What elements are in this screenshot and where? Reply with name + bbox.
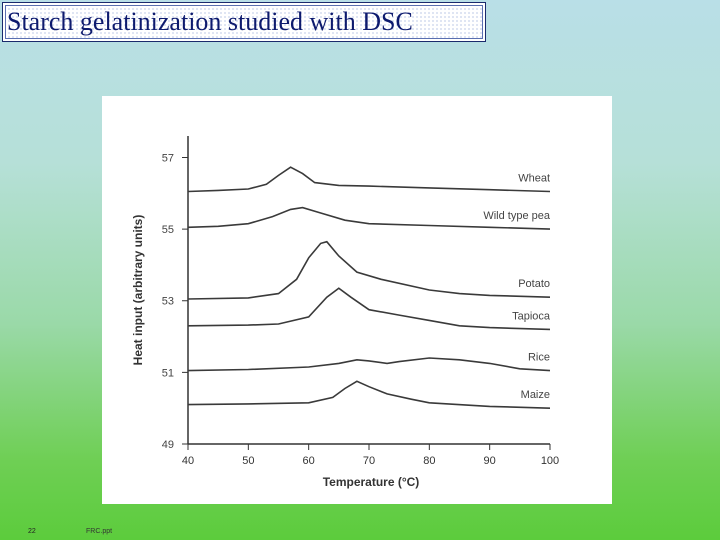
x-tick-label: 60 xyxy=(303,455,315,467)
x-axis-label: Temperature (°C) xyxy=(323,475,420,489)
page-number: 22 xyxy=(28,528,36,535)
slide-title: Starch gelatinization studied with DSC xyxy=(7,7,413,36)
y-tick-label: 53 xyxy=(162,296,174,308)
y-tick-label: 49 xyxy=(162,439,174,451)
y-tick-label: 57 xyxy=(162,152,174,164)
series-line-potato xyxy=(187,240,551,300)
series-label: Wild type pea xyxy=(483,210,551,222)
y-tick-label: 51 xyxy=(162,367,174,379)
series-line-tapioca xyxy=(187,287,551,331)
y-axis-label: Heat input (arbitrary units) xyxy=(131,215,145,366)
series-label: Tapioca xyxy=(512,310,551,322)
chart-axes: 40 50 60 70 80 90 100 49 51 53 55 57 xyxy=(162,136,559,467)
chart-panel: 40 50 60 70 80 90 100 49 51 53 55 57 Temperature (°… xyxy=(102,96,612,504)
series-line-wheat xyxy=(187,166,551,193)
series-label: Wheat xyxy=(518,173,550,185)
series-line-rice xyxy=(187,357,551,372)
series-label: Maize xyxy=(521,389,550,401)
chart-labels: Temperature (°C) Heat input (arbitrary un… xyxy=(131,173,551,489)
x-tick-label: 40 xyxy=(182,455,194,467)
x-tick-label: 50 xyxy=(242,455,254,467)
x-tick-label: 90 xyxy=(484,455,496,467)
x-tick-label: 100 xyxy=(541,455,559,467)
chart-series xyxy=(187,166,551,409)
y-tick-label: 55 xyxy=(162,224,174,236)
x-tick-label: 70 xyxy=(363,455,375,467)
series-line-maize xyxy=(187,380,551,409)
dsc-chart: 40 50 60 70 80 90 100 49 51 53 55 57 Temperature (°… xyxy=(131,136,559,489)
series-line-wild-type-pea xyxy=(187,206,551,230)
series-label: Potato xyxy=(518,278,550,290)
series-label: Rice xyxy=(528,352,550,364)
file-name: FRC.ppt xyxy=(86,528,113,535)
x-tick-label: 80 xyxy=(423,455,435,467)
title-box: Starch gelatinization studied with DSC xyxy=(2,2,486,42)
